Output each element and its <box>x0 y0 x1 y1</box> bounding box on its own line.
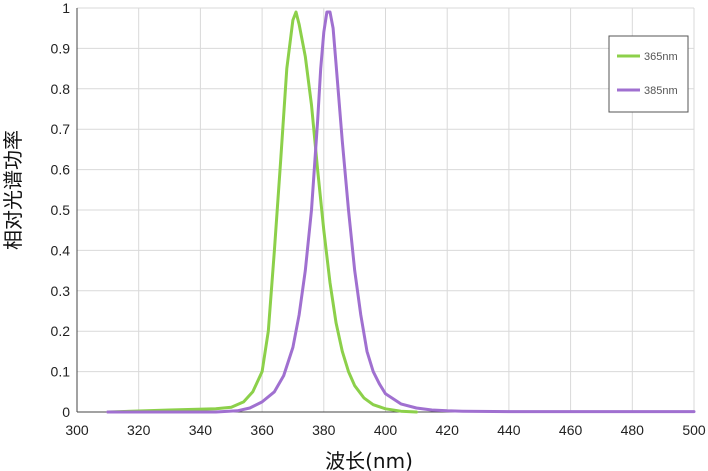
y-tick-label: 0.9 <box>51 40 71 56</box>
y-tick-label: 0 <box>62 404 70 420</box>
grid <box>76 7 695 413</box>
y-tick-labels: 0 0.1 0.2 0.3 0.4 0.5 0.6 0.7 0.8 0.9 1 <box>51 0 71 420</box>
x-tick-label: 340 <box>189 422 213 438</box>
y-tick-label: 0.8 <box>51 81 71 97</box>
series-layer <box>106 10 696 414</box>
y-tick-label: 0.1 <box>51 364 71 380</box>
x-tick-label: 360 <box>250 422 274 438</box>
series-line-365nm <box>106 10 418 414</box>
y-tick-label: 0.4 <box>51 242 71 258</box>
y-tick-label: 0.3 <box>51 283 71 299</box>
x-tick-label: 480 <box>621 422 645 438</box>
legend-label-385nm: 385nm <box>644 85 678 97</box>
x-tick-label: 400 <box>374 422 398 438</box>
x-tick-label: 500 <box>682 422 706 438</box>
legend: 365nm 385nm <box>608 35 689 113</box>
x-tick-label: 460 <box>559 422 583 438</box>
y-tick-label: 0.5 <box>51 202 71 218</box>
y-tick-label: 1 <box>62 0 70 16</box>
y-axis-title: 相对光谱功率 <box>1 130 25 250</box>
legend-box <box>608 35 689 113</box>
x-axis-title: 波长(nm) <box>325 449 413 471</box>
y-tick-label: 0.2 <box>51 323 71 339</box>
x-tick-label: 300 <box>65 422 89 438</box>
x-tick-label: 320 <box>127 422 151 438</box>
y-tick-label: 0.7 <box>51 121 71 137</box>
x-tick-label: 440 <box>497 422 521 438</box>
y-tick-label: 0.6 <box>51 162 71 178</box>
x-tick-label: 380 <box>312 422 336 438</box>
legend-label-365nm: 365nm <box>644 51 678 63</box>
x-tick-labels: 300 320 340 360 380 400 420 440 460 480 500 <box>65 422 706 438</box>
series-line-385nm <box>106 10 696 414</box>
x-tick-label: 420 <box>436 422 460 438</box>
